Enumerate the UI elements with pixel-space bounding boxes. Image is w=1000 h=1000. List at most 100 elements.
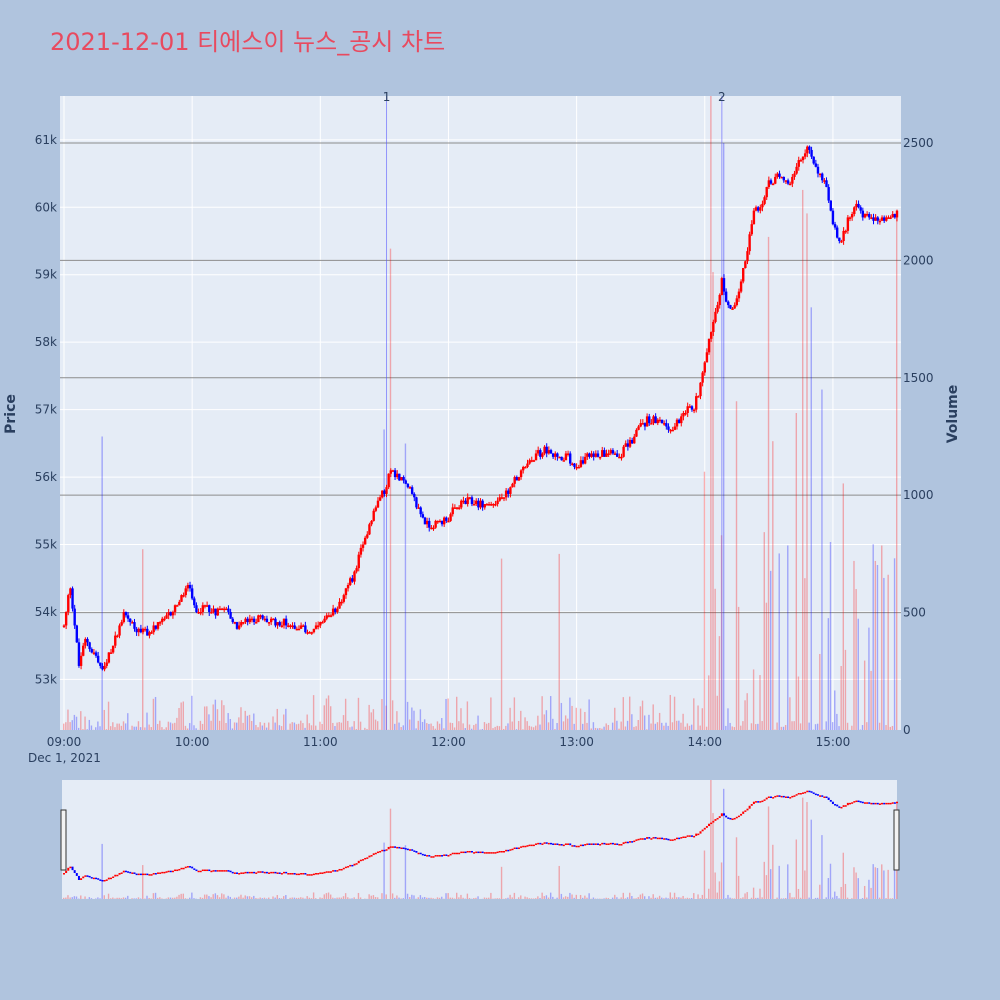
mini-volume-bar	[406, 893, 409, 899]
mini-candle	[82, 876, 85, 879]
mini-volume-bar	[142, 865, 144, 899]
mini-volume-bar	[729, 897, 731, 899]
volume-bar	[366, 728, 368, 730]
volume-bar	[340, 722, 343, 730]
range-slider-left-handle[interactable]	[60, 809, 67, 871]
mini-candle	[722, 813, 725, 816]
mini-candle	[590, 843, 593, 845]
mini-volume-bar	[225, 897, 227, 899]
mini-volume-bar	[842, 852, 845, 899]
candle-body	[244, 618, 247, 623]
mini-candle	[169, 870, 172, 873]
volume-bar	[552, 718, 554, 730]
date-label: Dec 1, 2021	[28, 751, 101, 765]
volume-bar	[475, 723, 477, 730]
candle-body	[152, 625, 155, 633]
volume-bar	[417, 720, 419, 730]
range-slider[interactable]	[60, 780, 900, 899]
volume-bar	[434, 728, 437, 730]
volume-bar	[344, 698, 347, 730]
volume-bar	[404, 443, 407, 730]
mini-volume-bar	[701, 894, 704, 899]
candle-body	[853, 207, 856, 215]
mini-volume-bar	[863, 885, 866, 899]
mini-volume-bar	[116, 897, 118, 899]
mini-volume-bar	[146, 895, 148, 899]
candle-body	[648, 416, 651, 424]
candle-body	[868, 214, 871, 218]
candle-body	[534, 453, 538, 461]
candle-body	[475, 500, 478, 505]
mini-volume-bar	[154, 892, 157, 899]
mini-candle	[426, 855, 429, 857]
mini-candle	[370, 855, 373, 857]
candle-body	[571, 463, 574, 466]
candle-body	[761, 203, 764, 208]
mini-volume-bar	[520, 895, 522, 899]
mini-candle	[321, 872, 324, 874]
mini-volume-bar	[445, 893, 447, 899]
candle-body	[408, 487, 412, 489]
mini-candle	[545, 842, 548, 844]
candle-body	[124, 611, 128, 616]
volume-bar	[415, 728, 417, 730]
candle-body	[692, 409, 696, 412]
candle-body	[299, 625, 303, 629]
volume-bar	[874, 560, 877, 730]
mini-volume-bar	[735, 837, 738, 899]
candle-body	[235, 622, 239, 629]
mini-candle	[750, 804, 753, 806]
mini-candle	[859, 801, 862, 803]
mini-candle	[124, 870, 127, 873]
mini-volume-bar	[182, 893, 185, 899]
mini-candle	[896, 801, 898, 804]
candle-body	[850, 214, 854, 218]
range-slider-right-handle[interactable]	[893, 809, 900, 871]
mini-candle	[552, 843, 555, 845]
mini-volume-bar	[669, 892, 671, 899]
volume-bar	[778, 553, 780, 730]
candle-body	[193, 598, 196, 606]
mini-candle	[351, 864, 354, 867]
candle-body	[180, 595, 183, 602]
candle-body	[573, 463, 576, 467]
mini-candle	[772, 797, 775, 799]
mini-candle	[507, 849, 510, 852]
candle-body	[735, 298, 739, 306]
candle-body	[361, 544, 365, 548]
mini-candle	[799, 793, 802, 795]
mini-volume-bar	[530, 898, 533, 899]
mini-candle	[107, 877, 110, 880]
mini-volume-bar	[421, 897, 424, 899]
mini-volume-bar	[338, 897, 340, 899]
mini-candle	[203, 869, 206, 872]
volume-bar	[167, 721, 170, 730]
mini-volume-bar	[676, 897, 678, 899]
candle-body	[774, 176, 777, 184]
mini-volume-bar	[409, 897, 411, 899]
volume-bar	[161, 727, 163, 730]
mini-candle	[874, 802, 877, 805]
mini-volume-bar	[423, 896, 426, 899]
mini-candle	[793, 795, 796, 797]
mini-volume-bar	[263, 897, 266, 899]
mini-candle	[114, 874, 117, 877]
volume-bar	[374, 719, 377, 730]
volume-bar	[846, 722, 849, 730]
volume-bar	[282, 714, 285, 730]
candle-body	[720, 278, 724, 295]
volume-bar	[77, 727, 80, 730]
volume-bar	[752, 669, 755, 730]
mini-volume-bar	[218, 897, 221, 899]
candle-body	[436, 520, 439, 523]
mini-volume-bar	[319, 897, 321, 899]
volume-bar	[73, 714, 76, 730]
mini-volume-bar	[413, 895, 415, 899]
mini-volume-bar	[688, 898, 691, 899]
volume-bar	[473, 725, 475, 730]
candle-body	[417, 507, 420, 509]
mini-volume-bar	[532, 898, 535, 899]
volume-bar	[797, 676, 800, 730]
mini-candle	[315, 873, 318, 875]
